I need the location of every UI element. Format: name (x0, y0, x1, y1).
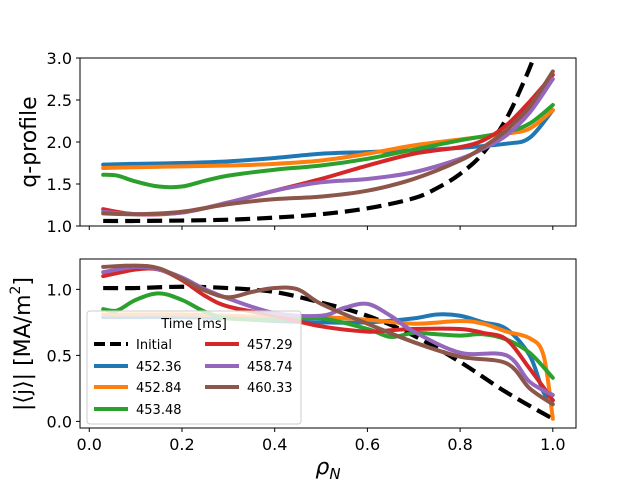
y-tick-label: 3.0 (47, 49, 72, 68)
q-profile-line-initial (103, 58, 536, 224)
x-tick-label: 0.0 (77, 435, 102, 454)
q-profile-ticks: 1.0 1.5 2.0 2.5 3.0 (47, 49, 554, 236)
legend-frame (86, 310, 302, 425)
legend-label: 452.84 (136, 381, 182, 396)
legend-label: 453.48 (136, 403, 182, 418)
ylabel-close: ] (11, 277, 36, 286)
x-tick-label: 0.2 (169, 435, 194, 454)
y-tick-label: 0.5 (47, 346, 72, 365)
xlabel-main: ρ (315, 455, 329, 480)
current-density-ylabel: |⟨j⟩| [MA/m2] (8, 277, 36, 411)
x-tick-label: 0.4 (262, 435, 287, 454)
current-density-line-initial (103, 284, 554, 421)
current-density-ticks: 0.0 0.2 0.4 0.6 0.8 1.0 0.0 0.5 1.0 (47, 280, 566, 454)
xlabel-sub: N (329, 465, 340, 480)
current-density-frame (79, 258, 577, 429)
legend-label: 458.74 (247, 360, 293, 375)
ylabel-main: |⟨j⟩| [MA/m (11, 294, 36, 411)
legend-label: 460.33 (247, 381, 293, 396)
legend: Time [ms] Initial 452.36 452.84 453.48 457.2… (86, 310, 302, 425)
current-density-line-460-33 (101, 263, 555, 407)
y-tick-label: 2.5 (47, 91, 72, 110)
q-profile-line-452-36 (101, 108, 555, 167)
q-profile-ylabel: q-profile (17, 96, 42, 187)
y-tick-label: 1.0 (47, 280, 72, 299)
q-profile-line-460-33 (101, 69, 555, 217)
y-tick-label: 2.0 (47, 133, 72, 152)
y-tick-label: 1.5 (47, 175, 72, 194)
legend-title: Time [ms] (160, 317, 227, 332)
ylabel-sup: 2 (8, 286, 24, 295)
y-tick-label: 1.0 (47, 217, 72, 236)
q-profile-series-group (101, 58, 555, 224)
legend-label: 452.36 (136, 360, 182, 375)
x-tick-label: 0.8 (447, 435, 472, 454)
q-profile-panel: 1.0 1.5 2.0 2.5 3.0 q-profile (17, 49, 577, 236)
x-tick-label: 0.6 (355, 435, 380, 454)
legend-label: 457.29 (247, 338, 293, 353)
x-axis-label: ρN (315, 455, 340, 480)
legend-items: Initial 452.36 452.84 453.48 457.29 458.74 460… (94, 338, 293, 418)
legend-label: Initial (136, 338, 172, 353)
y-tick-label: 0.0 (47, 412, 72, 431)
x-tick-label: 1.0 (540, 435, 565, 454)
